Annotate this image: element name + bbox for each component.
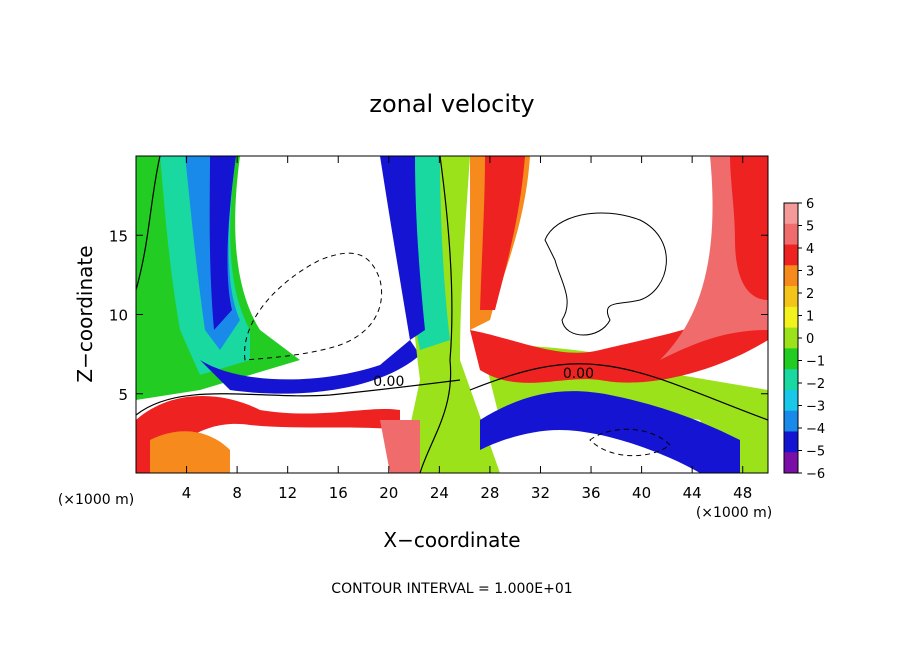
y-tick-label: 10 [109,307,128,325]
velocity-field [136,156,768,473]
colorbar-label: 3 [806,265,814,280]
colorbar-label: 5 [806,220,814,235]
colorbar: 6 5 4 3 2 1 0 −1 −2 −3 −4 −5 −6 [783,197,825,482]
y-tick-label: 5 [118,386,128,404]
x-tick-label: 32 [531,484,550,502]
contour-dashed-left [244,252,383,361]
x-tick-label: 40 [632,484,651,502]
contour-interval-note: CONTOUR INTERVAL = 1.000E+01 [331,581,572,597]
colorbar-swatch [784,306,798,329]
contour-label: 0.00 [563,366,594,382]
x-tick-label: 20 [379,484,398,502]
x-tick-label: 4 [182,484,192,502]
x-unit-label: (×1000 m) [696,505,772,521]
x-tick-label: 24 [430,484,449,502]
colorbar-label: 0 [806,332,814,347]
chart-title: zonal velocity [369,90,534,118]
colorbar-label: 4 [806,242,814,257]
x-tick-label: 12 [278,484,297,502]
x-tick-label: 16 [329,484,348,502]
contour-label: 0.00 [373,374,404,390]
right-blue-arc [480,391,740,473]
colorbar-swatch [784,223,798,246]
x-tick-label: 44 [683,484,702,502]
contour-solid-central [419,156,453,473]
colorbar-label: −6 [806,467,825,482]
lower-blue-arc [200,340,420,394]
colorbar-label: −1 [806,355,825,370]
colorbar-swatch [784,203,798,225]
x-tick-label: 36 [581,484,600,502]
contour-labels: 0.00 0.00 [373,366,594,390]
colorbar-swatch [784,369,798,391]
colorbar-swatch [784,452,798,474]
right-edge-core [730,156,768,300]
colorbar-swatch [784,348,798,370]
x-tick-label: 8 [232,484,242,502]
right-warm-arc [470,300,768,383]
colorbar-label: −2 [806,377,825,392]
colorbar-swatch [784,389,798,412]
y-axis-label: Z−coordinate [73,245,97,382]
colorbar-swatch [784,244,798,266]
colorbar-swatch [784,265,798,287]
colorbar-swatch [784,286,798,308]
contour-solid-right [469,363,768,421]
colorbar-label: 1 [806,310,814,325]
left-warm-band [136,396,400,473]
mid-red-core [480,156,525,310]
y-unit-label: (×1000 m) [58,492,134,508]
colorbar-label: 2 [806,287,814,302]
y-axis: 5 10 15 [109,227,768,404]
colorbar-swatch [784,431,798,453]
contour-solid-left [136,156,161,291]
left-warm-patch [150,431,230,473]
y-tick-label: 15 [109,227,128,245]
x-tick-label: 28 [480,484,499,502]
x-tick-label: 48 [733,484,752,502]
x-axis-label: X−coordinate [383,528,520,552]
central-warm-foot [380,420,420,473]
colorbar-label: 6 [806,197,814,212]
colorbar-swatch [784,327,798,349]
colorbar-label: −4 [806,422,825,437]
left-purple-band [209,156,236,330]
central-blue-column [380,156,425,340]
contour-solid-lower [136,379,461,416]
x-axis: 4 8 12 16 20 24 28 32 36 40 44 48 [182,156,752,502]
colorbar-label: −5 [806,445,825,460]
colorbar-swatch [784,410,798,432]
contour-solid-cell [544,212,667,336]
contour-dashed-right [589,428,671,457]
colorbar-label: −3 [806,400,825,415]
